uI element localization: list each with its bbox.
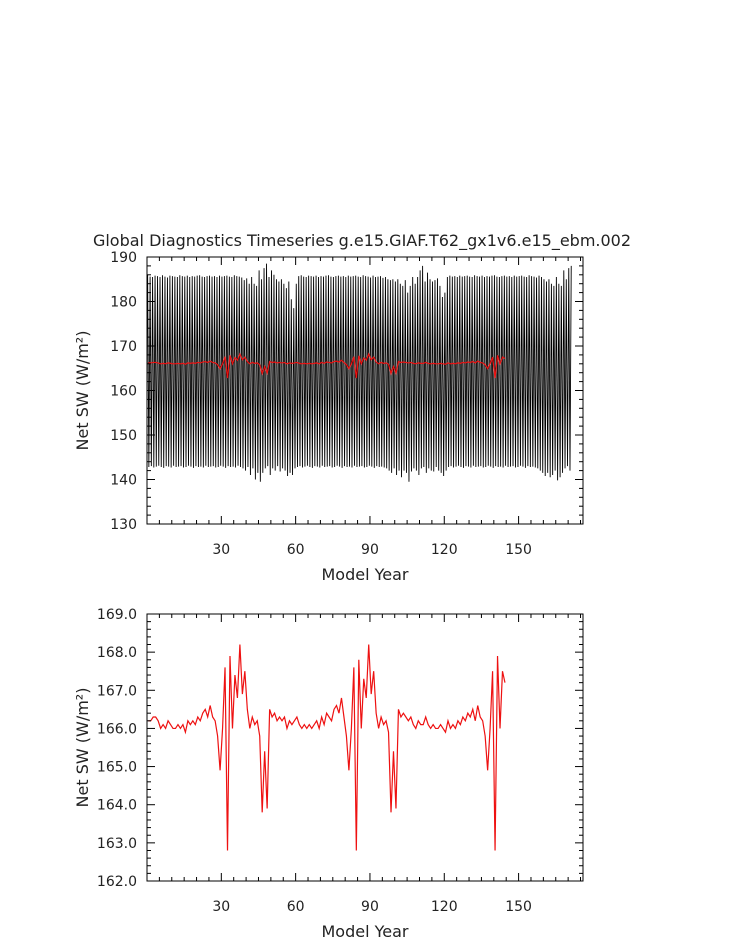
bottom-plot-frame	[146, 613, 584, 882]
y-tick-label: 190	[110, 250, 137, 266]
monthly-series-line	[147, 263, 572, 482]
x-tick-label: 150	[505, 899, 532, 915]
x-tick-label: 60	[287, 899, 305, 915]
y-tick-label: 168.0	[97, 645, 137, 661]
y-tick-label: 130	[110, 517, 137, 533]
y-tick-label: 160	[110, 384, 137, 400]
x-tick-label: 30	[212, 542, 230, 558]
bottom-panel: 30 60 90 120 150 162.0 163.0 164.0 165.0 166.0 167…	[73, 607, 584, 941]
bottom-tick-labels: 30 60 90 120 150 162.0 163.0 164.0 165.0 166.0 167…	[97, 607, 532, 915]
bottom-x-axis-label: Model Year	[322, 922, 409, 941]
y-tick-label: 162.0	[97, 874, 137, 890]
top-panel: 30 60 90 120 150 130 140 150 160 170 180 190 Model …	[73, 250, 584, 584]
bottom-plot-lines	[148, 644, 506, 851]
y-tick-label: 163.0	[97, 836, 137, 852]
top-plot-lines	[147, 263, 572, 482]
y-tick-label: 164.0	[97, 798, 137, 814]
y-tick-label: 165.0	[97, 760, 137, 776]
top-x-axis-label: Model Year	[322, 565, 409, 584]
y-tick-label: 180	[110, 295, 137, 311]
chart-title: Global Diagnostics Timeseries g.e15.GIAF…	[93, 231, 631, 251]
top-plot-frame	[146, 256, 584, 525]
x-tick-label: 120	[431, 899, 458, 915]
x-tick-label: 90	[361, 542, 379, 558]
x-tick-label: 30	[212, 899, 230, 915]
y-tick-label: 140	[110, 473, 137, 489]
annual-mean-series-line	[148, 644, 506, 851]
top-tick-labels: 30 60 90 120 150 130 140 150 160 170 180 190	[110, 250, 532, 558]
x-tick-label: 60	[287, 542, 305, 558]
top-y-axis-label: Net SW (W/m²)	[73, 331, 92, 451]
x-tick-label: 90	[361, 899, 379, 915]
annual-mean-series-line	[148, 352, 506, 379]
bottom-axis-ticks	[147, 613, 583, 882]
y-tick-label: 166.0	[97, 721, 137, 737]
x-tick-label: 150	[505, 542, 532, 558]
y-tick-label: 170	[110, 339, 137, 355]
y-tick-label: 167.0	[97, 683, 137, 699]
top-axis-ticks	[147, 256, 583, 525]
x-tick-label: 120	[431, 542, 458, 558]
y-tick-label: 150	[110, 428, 137, 444]
y-tick-label: 169.0	[97, 607, 137, 623]
bottom-y-axis-label: Net SW (W/m²)	[73, 688, 92, 808]
